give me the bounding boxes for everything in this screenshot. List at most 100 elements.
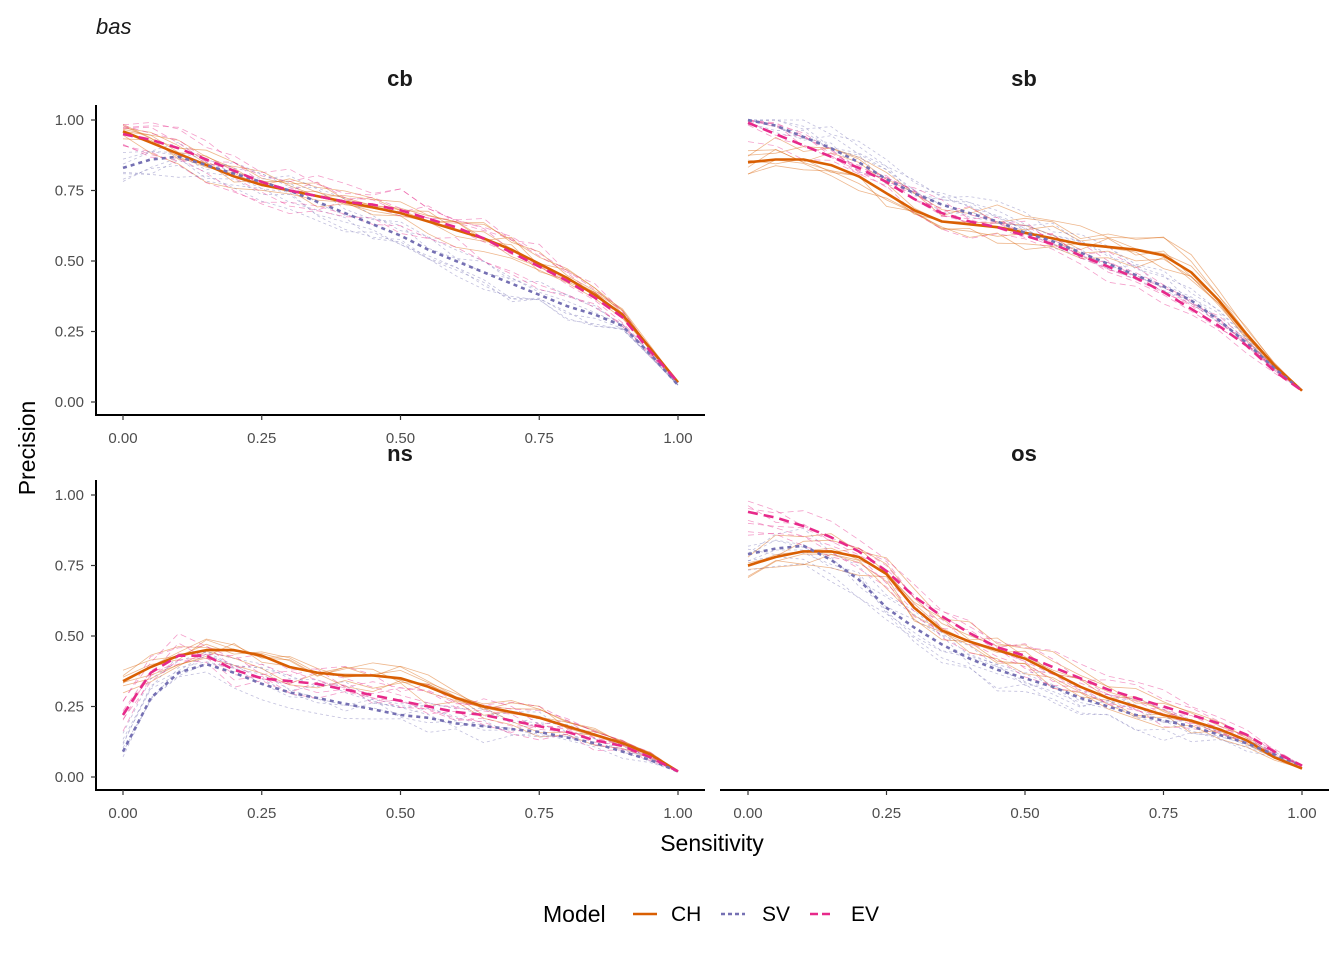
x-tick-label-ns: 0.25 bbox=[247, 805, 276, 822]
run-curve-ev-cb bbox=[122, 143, 679, 383]
y-tick-label-cb: 0.25 bbox=[55, 324, 84, 341]
x-tick-label-os: 0.00 bbox=[733, 805, 762, 822]
run-curve-ev-ns bbox=[122, 633, 679, 772]
run-curve-ev-ns bbox=[122, 659, 679, 772]
x-tick-label-cb: 0.00 bbox=[108, 430, 137, 447]
run-curve-sv-sb bbox=[747, 119, 1303, 392]
y-tick-label-ns: 0.50 bbox=[55, 628, 84, 645]
run-curve-sv-ns bbox=[122, 653, 679, 772]
x-tick-label-cb: 0.50 bbox=[386, 430, 415, 447]
run-curve-ch-sb bbox=[747, 146, 1303, 391]
legend-label-ev: EV bbox=[851, 903, 879, 926]
run-curve-ch-ns bbox=[122, 642, 679, 772]
run-curve-ev-os bbox=[747, 531, 1303, 767]
run-curve-ev-cb bbox=[122, 125, 679, 383]
run-curve-sv-os bbox=[747, 548, 1303, 767]
series-sv-os bbox=[747, 544, 1303, 767]
strip-label-os: os bbox=[1011, 441, 1037, 466]
y-tick-label-cb: 0.50 bbox=[55, 253, 84, 270]
run-curve-ch-os bbox=[747, 539, 1303, 769]
run-curve-ch-cb bbox=[122, 125, 679, 383]
series-ev-os bbox=[747, 510, 1303, 767]
strip-label-sb: sb bbox=[1011, 66, 1037, 91]
run-curve-sv-cb bbox=[122, 151, 679, 386]
x-tick-label-cb: 1.00 bbox=[663, 430, 692, 447]
x-tick-label-os: 0.50 bbox=[1010, 805, 1039, 822]
y-tick-label-ns: 0.75 bbox=[55, 558, 84, 575]
strip-label-cb: cb bbox=[387, 66, 413, 91]
run-curve-sv-cb bbox=[122, 141, 679, 386]
run-curve-ch-cb bbox=[122, 138, 679, 383]
run-curve-ev-cb bbox=[122, 122, 679, 383]
run-curve-ev-ns bbox=[122, 645, 679, 772]
run-curve-sv-cb bbox=[122, 157, 679, 386]
plot-title: bas bbox=[96, 14, 131, 39]
run-curve-ch-sb bbox=[747, 158, 1303, 392]
series-sv-sb bbox=[747, 118, 1303, 392]
run-curve-ev-sb bbox=[747, 121, 1303, 392]
run-curve-ch-cb bbox=[122, 134, 679, 383]
panel-sb: sb bbox=[747, 66, 1303, 392]
series-ch-sb bbox=[747, 158, 1303, 392]
run-curve-sv-cb bbox=[122, 159, 679, 386]
x-tick-label-cb: 0.25 bbox=[247, 430, 276, 447]
run-curve-ch-ns bbox=[122, 638, 679, 772]
y-tick-label-ns: 1.00 bbox=[55, 487, 84, 504]
run-curve-ch-sb bbox=[747, 148, 1303, 391]
run-curve-sv-ns bbox=[122, 661, 679, 772]
run-curve-ev-sb bbox=[747, 119, 1303, 392]
run-curve-sv-os bbox=[747, 563, 1303, 767]
x-tick-label-ns: 0.00 bbox=[108, 805, 137, 822]
y-axis-title: Precision bbox=[14, 401, 40, 496]
run-curve-ev-sb bbox=[747, 119, 1303, 392]
x-axis-title: Sensitivity bbox=[660, 830, 764, 856]
run-curve-ev-sb bbox=[747, 120, 1303, 392]
run-curve-ch-cb bbox=[122, 123, 679, 383]
facet-panels: cb 0.00 0.25 0.50 0.75 1.00 0.00 0.25 0.50 0.75 1.… bbox=[55, 66, 1329, 822]
run-curve-sv-sb bbox=[747, 122, 1303, 392]
series-ch-cb bbox=[122, 130, 680, 384]
series-ev-ns bbox=[121, 654, 679, 773]
legend-label-sv: SV bbox=[762, 903, 790, 926]
run-curve-sv-os bbox=[747, 556, 1303, 767]
run-curve-ch-sb bbox=[747, 165, 1303, 392]
x-tick-label-os: 0.25 bbox=[872, 805, 901, 822]
run-curve-ch-os bbox=[747, 560, 1303, 769]
panel-cb: cb 0.00 0.25 0.50 0.75 1.00 0.00 0.25 0.50 0.75 1.… bbox=[55, 66, 705, 447]
run-curve-sv-sb bbox=[747, 119, 1303, 392]
run-curve-sv-os bbox=[747, 549, 1303, 767]
run-curve-sv-ns bbox=[122, 671, 679, 772]
run-curve-ev-ns bbox=[122, 653, 679, 772]
run-curve-ev-ns bbox=[122, 653, 679, 772]
run-curve-sv-sb bbox=[748, 119, 1303, 391]
run-curve-ch-sb bbox=[747, 159, 1303, 391]
run-curve-ev-sb bbox=[747, 119, 1303, 392]
y-tick-label-cb: 1.00 bbox=[55, 112, 84, 129]
x-tick-label-os: 0.75 bbox=[1149, 805, 1178, 822]
run-curve-sv-cb bbox=[122, 164, 679, 386]
run-curve-ev-os bbox=[747, 505, 1303, 767]
legend-label-ch: CH bbox=[671, 903, 701, 926]
series-ev-sb bbox=[747, 121, 1303, 392]
series-sv-cb bbox=[122, 155, 679, 386]
run-curve-sv-ns bbox=[122, 651, 679, 772]
y-tick-label-ns: 0.00 bbox=[55, 769, 84, 786]
series-ch-os bbox=[747, 550, 1303, 770]
run-curve-ev-sb bbox=[747, 141, 1303, 392]
run-curve-ev-os bbox=[747, 508, 1303, 767]
run-curve-ch-os bbox=[747, 554, 1303, 769]
run-curve-ch-sb bbox=[747, 149, 1303, 391]
x-tick-label-ns: 0.75 bbox=[525, 805, 554, 822]
strip-label-ns: ns bbox=[387, 441, 413, 466]
panel-os: os 0.00 0.25 0.50 0.75 1.00 bbox=[720, 441, 1329, 822]
run-curve-sv-sb bbox=[747, 119, 1303, 392]
legend: Model CH SV EV bbox=[543, 901, 879, 927]
series-ch-ns bbox=[122, 648, 679, 773]
series-ev-cb bbox=[122, 132, 679, 384]
run-curve-sv-ns bbox=[122, 662, 679, 772]
run-curve-sv-ns bbox=[122, 654, 679, 772]
run-curve-sv-cb bbox=[122, 151, 679, 386]
run-curve-sv-cb bbox=[122, 173, 679, 386]
run-curve-sv-sb bbox=[748, 119, 1303, 392]
